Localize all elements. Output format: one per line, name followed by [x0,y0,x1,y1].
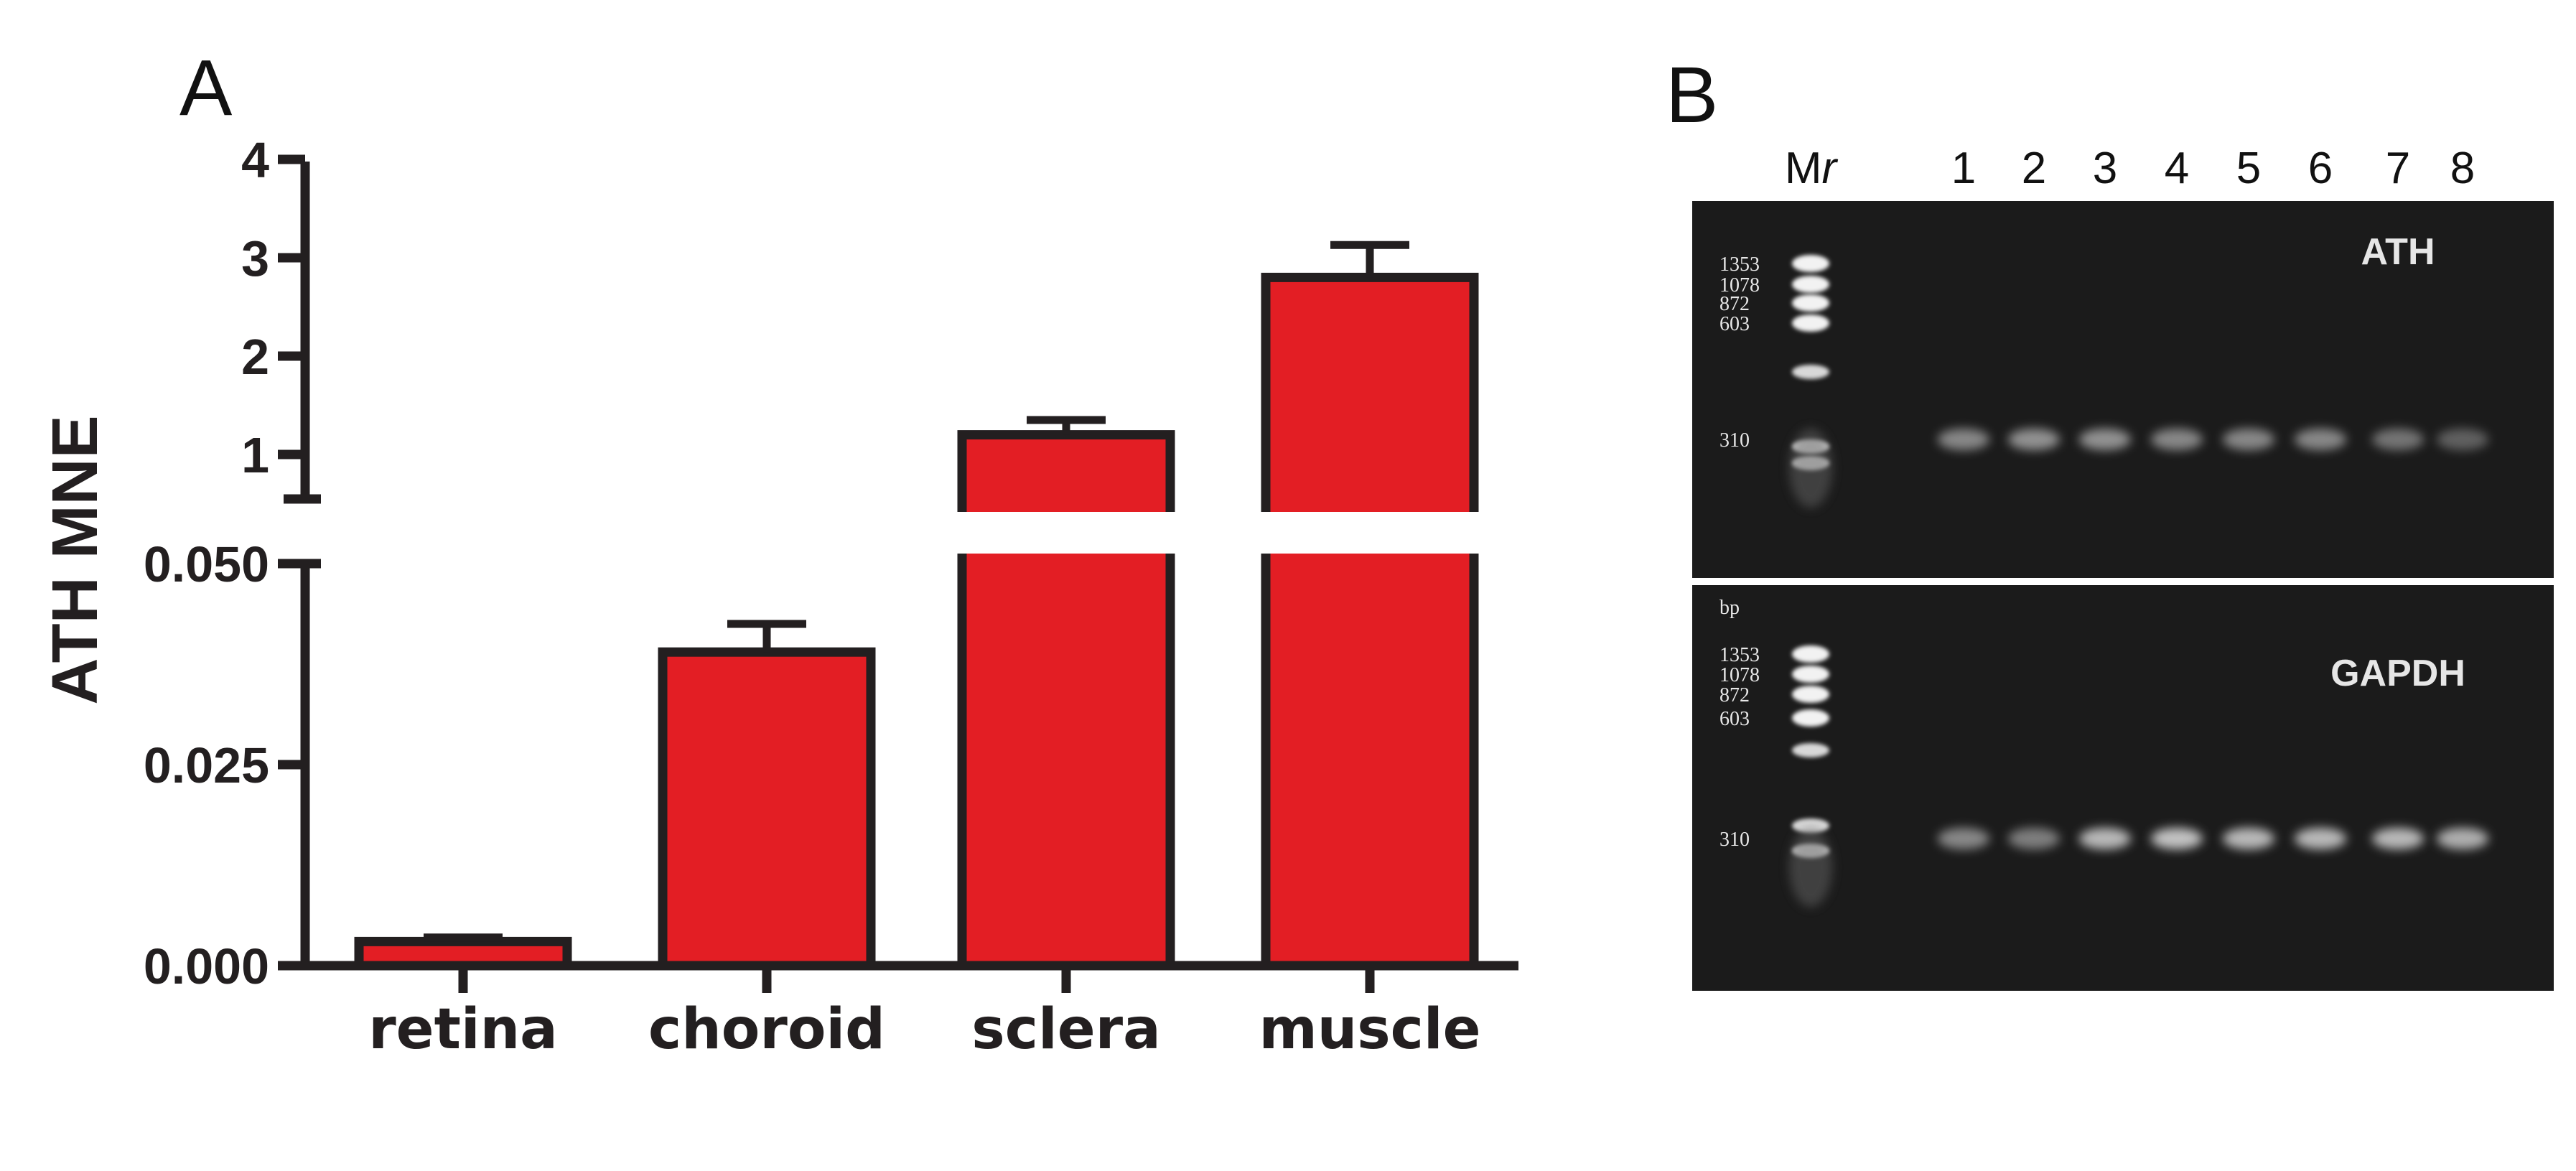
sample-band-lane-3 [2079,828,2131,849]
ladder-band [1792,645,1829,663]
category-label-retina: retina [368,997,558,1062]
ladder-band [1792,686,1829,703]
gel-top-title: ATH [2361,231,2435,273]
y-axis-label: ATH MNE [39,415,111,704]
sample-band-lane-4 [2151,429,2203,450]
sample-band-lane-6 [2295,828,2346,849]
lane-label-5: 5 [2236,144,2261,193]
y-tick-label: 1 [241,427,269,483]
ladder-smear [1789,429,1832,508]
marker-label-872: 872 [1719,293,1750,315]
error-bar-choroid [727,620,806,653]
category-label-choroid: choroid [648,997,885,1062]
sample-band-lane-8 [2437,828,2488,849]
lane-label-8: 8 [2450,144,2475,193]
lane-label-6: 6 [2308,144,2333,193]
gel-top-panel [1692,201,2554,578]
y-tick-label: 0.025 [144,737,269,793]
marker-label-310: 310 [1719,829,1750,851]
y-tick-label: 0.050 [144,536,269,592]
ladder-band [1792,743,1829,757]
marker-label-310: 310 [1719,429,1750,452]
lane-label-4: 4 [2165,144,2189,193]
y-tick-label: 4 [241,132,269,188]
marker-label-872: 872 [1719,684,1750,706]
ladder-band [1792,365,1829,379]
lane-label-2: 2 [2022,144,2046,193]
marker-lane-label: Mr [1785,144,1839,193]
category-label-sclera: sclera [971,997,1160,1062]
gel-bottom-panel [1692,585,2554,991]
panel-a-letter: A [179,44,233,132]
error-bar-sclera [1027,416,1106,435]
marker-label-1078: 1078 [1719,664,1760,686]
y-tick-label: 0.000 [144,938,269,994]
lane-label-7: 7 [2386,144,2410,193]
error-bar-muscle [1330,241,1409,278]
panel-b-letter: B [1666,51,1718,139]
marker-label-1353: 1353 [1719,253,1760,276]
bar-chart: ATH MNE retina choroid sclera muscle 0.000 0… [39,132,1518,1062]
ladder-band [1792,255,1829,272]
ladder-band [1792,709,1829,727]
sample-band-lane-6 [2295,429,2346,450]
ladder-band [1792,818,1829,833]
ladder-band [1792,276,1829,293]
marker-label-603: 603 [1719,313,1750,335]
lane-label-3: 3 [2093,144,2117,193]
y-tick-label: 2 [241,329,269,385]
sample-band-lane-5 [2223,429,2274,450]
sample-band-lane-2 [2008,429,2060,450]
sample-band-lane-1 [1938,429,1989,450]
sample-band-lane-5 [2223,828,2274,849]
bar-muscle [1261,272,1479,971]
sample-band-lane-8 [2437,429,2488,450]
ladder-smear [1789,828,1832,907]
lane-label-1: 1 [1951,144,1976,193]
y-tick-label: 3 [241,230,269,286]
axis-break-gap-muscle [1259,512,1481,554]
sample-band-lane-2 [2008,828,2060,849]
axis-break-gap-sclera [955,512,1177,554]
sample-band-lane-7 [2372,429,2424,450]
error-bar-retina [424,933,503,942]
sample-band-lane-1 [1938,828,1989,849]
ladder-band [1792,666,1829,683]
category-label-muscle: muscle [1259,997,1480,1062]
sample-band-lane-3 [2079,429,2131,450]
gel-bottom-unit: bp [1719,597,1740,619]
marker-label-1353: 1353 [1719,644,1760,666]
sample-band-lane-4 [2151,828,2203,849]
marker-label-603: 603 [1719,708,1750,730]
gel-bottom-title: GAPDH [2330,653,2465,694]
marker-label-1078: 1078 [1719,274,1760,297]
ladder-band [1792,294,1829,312]
sample-band-lane-7 [2372,828,2424,849]
ladder-band [1792,314,1829,332]
bar-choroid [658,647,876,971]
